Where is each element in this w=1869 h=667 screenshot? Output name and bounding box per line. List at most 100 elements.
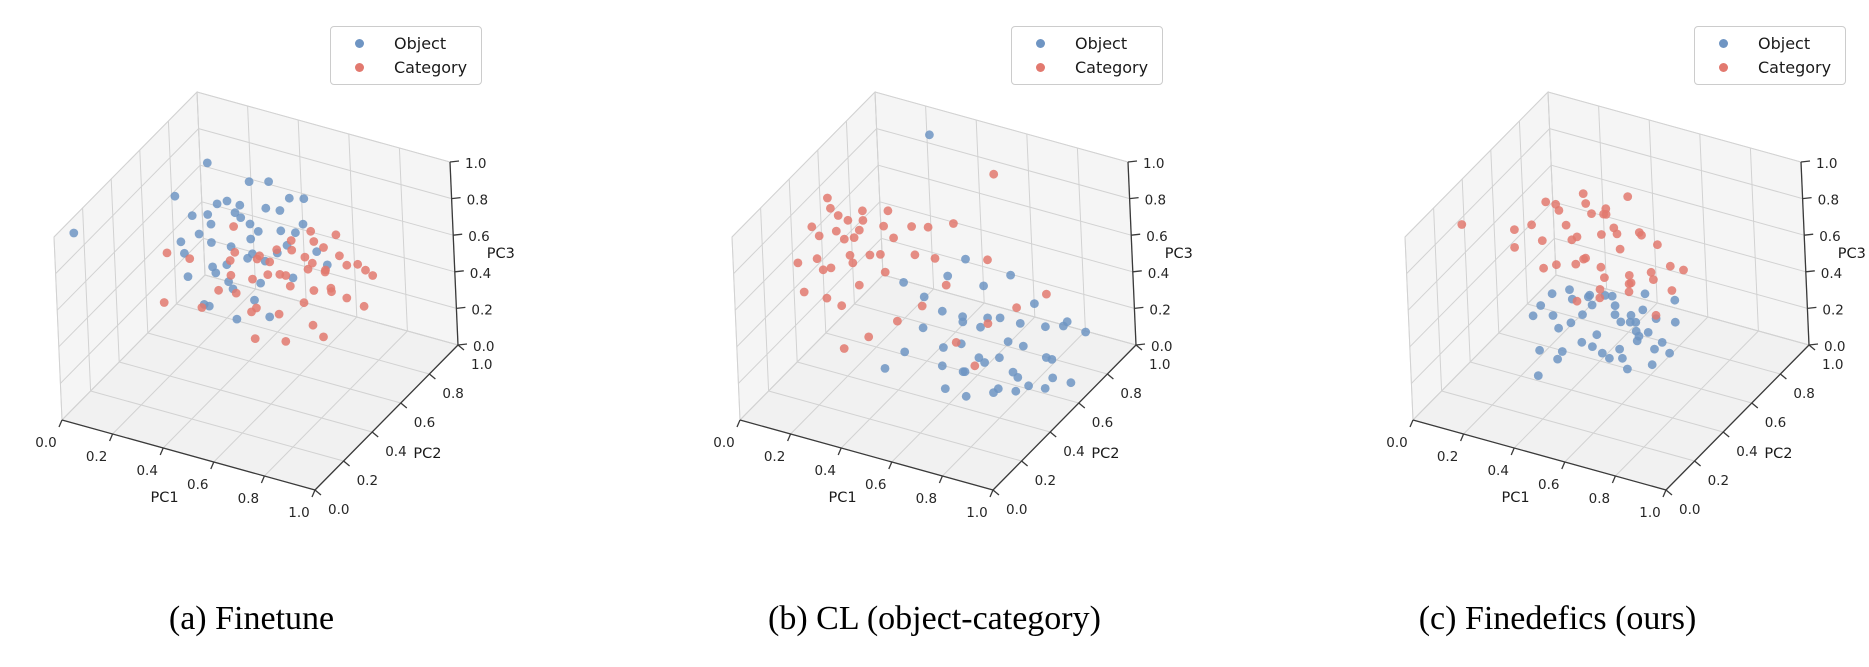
panel-finetune: 0.0 0.2 0.4 0.6 0.8 1.0 0.0 0.2 0.4 0.6 0.8 1.0 0.0 0… bbox=[0, 0, 623, 552]
axis-spines bbox=[736, 160, 1146, 498]
object-dot-icon bbox=[1719, 39, 1728, 48]
category-point bbox=[1539, 263, 1548, 273]
x-tick-label: 0.6 bbox=[1538, 477, 1559, 493]
category-point bbox=[300, 252, 310, 262]
category-point bbox=[864, 332, 874, 342]
z-tick-label: 0.2 bbox=[471, 302, 492, 318]
category-point bbox=[1623, 192, 1633, 202]
category-point bbox=[214, 285, 224, 295]
object-point bbox=[1605, 353, 1614, 363]
y-axis-label: PC2 bbox=[1091, 446, 1119, 462]
object-point bbox=[900, 347, 910, 357]
category-point bbox=[229, 222, 239, 231]
x-tick-label: 0.8 bbox=[916, 491, 937, 507]
category-point bbox=[231, 288, 241, 298]
x-tick-label: 0.4 bbox=[136, 463, 157, 479]
object-point bbox=[1030, 299, 1039, 308]
object-point bbox=[1577, 337, 1587, 347]
object-point bbox=[993, 384, 1003, 394]
object-point bbox=[1565, 285, 1574, 294]
category-point bbox=[162, 248, 172, 258]
category-point bbox=[1624, 271, 1634, 280]
category-point bbox=[287, 245, 297, 255]
scatter-points-object bbox=[880, 130, 1090, 401]
z-tick-label: 0.8 bbox=[467, 193, 488, 209]
category-point bbox=[1554, 206, 1564, 215]
category-point bbox=[265, 257, 275, 267]
category-point bbox=[1624, 287, 1634, 297]
z-tick-label: 0.2 bbox=[1822, 302, 1843, 318]
y-tick-label: 0.4 bbox=[385, 444, 406, 460]
object-point bbox=[1625, 317, 1635, 327]
category-point bbox=[1646, 267, 1656, 277]
category-point bbox=[361, 265, 370, 275]
object-point bbox=[202, 158, 212, 168]
category-point bbox=[848, 258, 858, 268]
panel-finedefics: 0.0 0.2 0.4 0.6 0.8 1.0 0.0 0.2 0.4 0.6 0.8 1.0 0.0 0… bbox=[1246, 0, 1869, 552]
z-tick-label: 0.0 bbox=[1824, 339, 1845, 355]
object-point bbox=[298, 219, 308, 229]
object-point bbox=[69, 228, 79, 238]
caption-cl-object-category: (b) CL (object-category) bbox=[768, 600, 1101, 637]
category-point bbox=[1651, 310, 1661, 320]
object-point bbox=[1587, 300, 1597, 310]
category-point bbox=[319, 243, 328, 252]
object-point bbox=[899, 278, 908, 287]
legend: Object Category bbox=[1011, 26, 1164, 85]
x-tick-label: 0.8 bbox=[1589, 491, 1610, 507]
legend-item-category: Category bbox=[339, 58, 467, 77]
object-point bbox=[979, 281, 988, 291]
category-point bbox=[225, 256, 235, 265]
object-point bbox=[246, 234, 256, 244]
axis-spines bbox=[58, 160, 468, 498]
object-point bbox=[939, 343, 948, 352]
y-axis-label: PC2 bbox=[413, 446, 441, 462]
z-tick-label: 0.4 bbox=[470, 266, 491, 282]
captions-row: (a) Finetune (b) CL (object-category) (c… bbox=[0, 600, 1869, 638]
category-point bbox=[951, 338, 961, 347]
category-point bbox=[1578, 189, 1588, 199]
object-point bbox=[1578, 310, 1587, 319]
category-point bbox=[876, 250, 885, 259]
scatter3d-plot-cl: 0.0 0.2 0.4 0.6 0.8 1.0 0.0 0.2 0.4 0.6 0.8 1.0 0.0 0… bbox=[713, 90, 1193, 521]
object-point bbox=[256, 278, 265, 288]
category-point bbox=[907, 222, 916, 231]
object-point bbox=[961, 254, 970, 264]
category-dot-icon bbox=[1036, 63, 1045, 72]
x-tick-label: 1.0 bbox=[288, 505, 309, 521]
caption-finetune: (a) Finetune bbox=[168, 600, 335, 637]
category-point bbox=[1595, 285, 1605, 294]
object-point bbox=[1616, 317, 1626, 327]
object-point bbox=[1528, 311, 1538, 321]
legend: Object Category bbox=[1694, 26, 1847, 85]
z-tick-label: 1.0 bbox=[1816, 156, 1837, 172]
object-point bbox=[207, 238, 216, 247]
category-point bbox=[331, 230, 341, 240]
x-tick-label: 0.6 bbox=[187, 477, 208, 493]
scatter3d-plot-finetune: 0.0 0.2 0.4 0.6 0.8 1.0 0.0 0.2 0.4 0.6 0.8 1.0 0.0 0… bbox=[35, 90, 515, 521]
object-point bbox=[183, 272, 193, 281]
z-axis-label: PC3 bbox=[487, 246, 515, 262]
category-point bbox=[893, 316, 902, 326]
legend: Object Category bbox=[330, 26, 483, 85]
object-point bbox=[187, 211, 197, 221]
y-tick-label: 0.8 bbox=[1793, 386, 1814, 402]
legend-item-category: Category bbox=[1703, 58, 1831, 77]
object-point bbox=[960, 367, 970, 377]
y-tick-label: 0.4 bbox=[1063, 444, 1084, 460]
category-point bbox=[1597, 230, 1606, 239]
object-point bbox=[1610, 301, 1620, 311]
object-point bbox=[1615, 344, 1624, 354]
y-tick-label: 0.2 bbox=[1035, 473, 1056, 489]
category-point bbox=[865, 250, 875, 260]
object-point bbox=[1006, 270, 1015, 280]
object-point bbox=[1647, 360, 1657, 370]
category-point bbox=[1596, 262, 1606, 272]
x-tick-label: 0.0 bbox=[1386, 435, 1407, 451]
x-tick-label: 0.4 bbox=[814, 463, 835, 479]
category-point bbox=[1637, 230, 1646, 240]
category-point bbox=[854, 225, 864, 235]
category-point bbox=[1653, 240, 1662, 250]
scatter-points-category bbox=[793, 169, 1051, 371]
